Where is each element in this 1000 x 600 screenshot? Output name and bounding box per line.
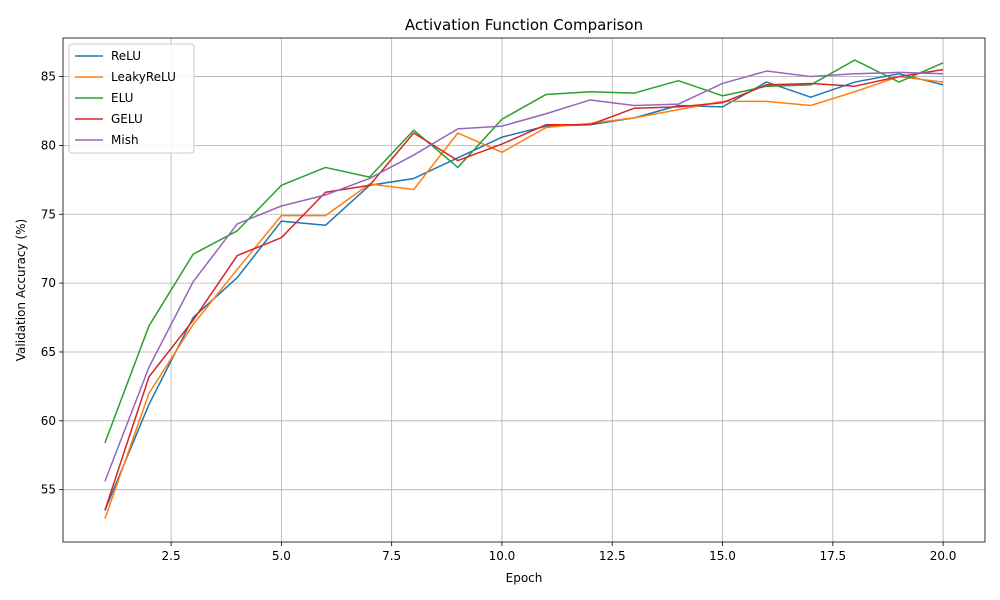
series-line-elu xyxy=(104,59,944,444)
legend-label-relu: ReLU xyxy=(111,49,141,63)
series-line-gelu xyxy=(104,68,944,511)
series-line-leakyrelu xyxy=(104,75,944,519)
legend-label-elu: ELU xyxy=(111,91,133,105)
x-tick-label: 12.5 xyxy=(599,549,626,563)
x-axis-label: Epoch xyxy=(506,571,543,585)
chart-title: Activation Function Comparison xyxy=(405,16,643,34)
y-tick-label: 70 xyxy=(41,276,56,290)
series-line-relu xyxy=(104,73,944,511)
x-tick-label: 17.5 xyxy=(819,549,846,563)
legend-label-leakyrelu: LeakyReLU xyxy=(111,70,176,84)
series-lines xyxy=(104,59,944,519)
x-tick-label: 20.0 xyxy=(930,549,957,563)
legend: ReLU LeakyReLU ELU GELU Mish xyxy=(68,43,195,154)
legend-label-mish: Mish xyxy=(111,133,139,147)
x-tick-label: 7.5 xyxy=(382,549,401,563)
y-tick-label: 85 xyxy=(41,70,56,84)
x-tick-label: 10.0 xyxy=(489,549,516,563)
series-line-mish xyxy=(104,70,944,482)
x-tick-label: 2.5 xyxy=(162,549,181,563)
grid xyxy=(63,38,985,542)
legend-box xyxy=(68,43,195,154)
y-tick-label: 75 xyxy=(41,207,56,221)
plot-frame xyxy=(62,37,986,543)
y-tick-label: 55 xyxy=(41,483,56,497)
axis-ticks: 2.5 5.0 7.5 10.0 12.5 15.0 17.5 20.0 55 60 65 70 75 8… xyxy=(41,70,957,563)
y-axis-label: Validation Accuracy (%) xyxy=(14,219,28,361)
y-tick-label: 65 xyxy=(41,345,56,359)
y-tick-label: 60 xyxy=(41,414,56,428)
legend-label-gelu: GELU xyxy=(111,112,143,126)
y-tick-label: 80 xyxy=(41,138,56,152)
x-tick-label: 15.0 xyxy=(709,549,736,563)
x-tick-label: 5.0 xyxy=(272,549,291,563)
